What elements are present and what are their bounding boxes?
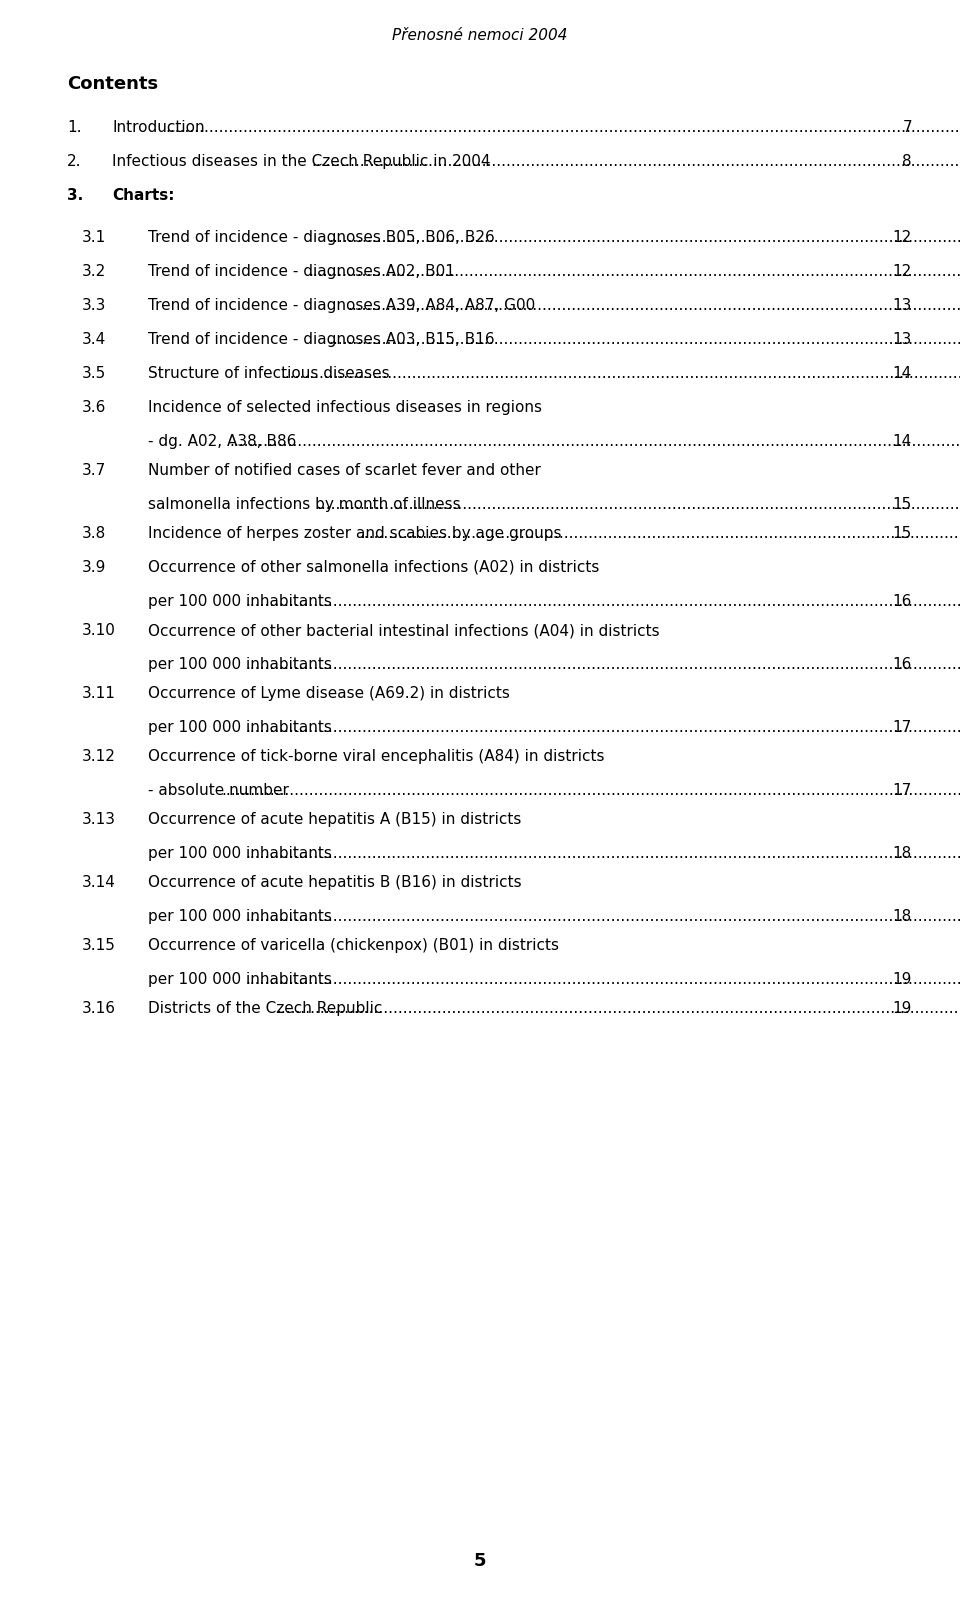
Text: 3.3: 3.3 bbox=[82, 298, 107, 312]
Text: ................................................................................: ........................................… bbox=[308, 264, 960, 279]
Text: 1.: 1. bbox=[67, 121, 82, 135]
Text: Charts:: Charts: bbox=[112, 188, 175, 203]
Text: 3.15: 3.15 bbox=[82, 939, 116, 953]
Text: per 100 000 inhabitants: per 100 000 inhabitants bbox=[148, 910, 332, 924]
Text: 12: 12 bbox=[893, 264, 912, 279]
Text: 3.5: 3.5 bbox=[82, 365, 107, 382]
Text: 2.: 2. bbox=[67, 155, 82, 169]
Text: Contents: Contents bbox=[67, 76, 158, 93]
Text: 3.10: 3.10 bbox=[82, 623, 116, 638]
Text: 3.14: 3.14 bbox=[82, 874, 116, 890]
Text: Trend of incidence - diagnoses A39, A84, A87, G00: Trend of incidence - diagnoses A39, A84,… bbox=[148, 298, 536, 312]
Text: per 100 000 inhabitants: per 100 000 inhabitants bbox=[148, 657, 332, 671]
Text: ................................................................................: ........................................… bbox=[316, 497, 960, 512]
Text: Occurrence of acute hepatitis A (B15) in districts: Occurrence of acute hepatitis A (B15) in… bbox=[148, 811, 521, 828]
Text: 3.7: 3.7 bbox=[82, 464, 107, 478]
Text: Trend of incidence - diagnoses B05, B06, B26: Trend of incidence - diagnoses B05, B06,… bbox=[148, 230, 494, 245]
Text: 15: 15 bbox=[893, 497, 912, 512]
Text: ................................................................................: ........................................… bbox=[348, 298, 960, 312]
Text: ................................................................................: ........................................… bbox=[229, 435, 960, 449]
Text: ................................................................................: ........................................… bbox=[245, 845, 960, 861]
Text: ................................................................................: ........................................… bbox=[245, 657, 960, 671]
Text: Occurrence of varicella (chickenpox) (B01) in districts: Occurrence of varicella (chickenpox) (B0… bbox=[148, 939, 559, 953]
Text: 16: 16 bbox=[893, 594, 912, 609]
Text: 17: 17 bbox=[893, 782, 912, 799]
Text: ................................................................................: ........................................… bbox=[245, 720, 960, 736]
Text: per 100 000 inhabitants: per 100 000 inhabitants bbox=[148, 845, 332, 861]
Text: Occurrence of tick-borne viral encephalitis (A84) in districts: Occurrence of tick-borne viral encephali… bbox=[148, 749, 605, 765]
Text: Přenosné nemoci 2004: Přenosné nemoci 2004 bbox=[393, 27, 567, 43]
Text: 14: 14 bbox=[893, 365, 912, 382]
Text: Occurrence of acute hepatitis B (B16) in districts: Occurrence of acute hepatitis B (B16) in… bbox=[148, 874, 521, 890]
Text: Number of notified cases of scarlet fever and other: Number of notified cases of scarlet feve… bbox=[148, 464, 540, 478]
Text: 19: 19 bbox=[893, 972, 912, 987]
Text: 3.11: 3.11 bbox=[82, 686, 116, 700]
Text: per 100 000 inhabitants: per 100 000 inhabitants bbox=[148, 720, 332, 736]
Text: 3.1: 3.1 bbox=[82, 230, 107, 245]
Text: Incidence of selected infectious diseases in regions: Incidence of selected infectious disease… bbox=[148, 399, 542, 415]
Text: ................................................................................: ........................................… bbox=[312, 155, 960, 169]
Text: 3.4: 3.4 bbox=[82, 332, 107, 348]
Text: ................................................................................: ........................................… bbox=[221, 782, 960, 799]
Text: 8: 8 bbox=[902, 155, 912, 169]
Text: 3.: 3. bbox=[67, 188, 84, 203]
Text: ................................................................................: ........................................… bbox=[328, 230, 960, 245]
Text: 15: 15 bbox=[893, 526, 912, 541]
Text: 16: 16 bbox=[893, 657, 912, 671]
Text: ................................................................................: ........................................… bbox=[245, 910, 960, 924]
Text: 3.16: 3.16 bbox=[82, 1001, 116, 1016]
Text: 19: 19 bbox=[893, 1001, 912, 1016]
Text: 5: 5 bbox=[473, 1552, 487, 1570]
Text: 13: 13 bbox=[893, 298, 912, 312]
Text: ................................................................................: ........................................… bbox=[276, 1001, 960, 1016]
Text: Occurrence of other salmonella infections (A02) in districts: Occurrence of other salmonella infection… bbox=[148, 560, 599, 575]
Text: 14: 14 bbox=[893, 435, 912, 449]
Text: Districts of the Czech Republic: Districts of the Czech Republic bbox=[148, 1001, 382, 1016]
Text: Occurrence of Lyme disease (A69.2) in districts: Occurrence of Lyme disease (A69.2) in di… bbox=[148, 686, 510, 700]
Text: ................................................................................: ........................................… bbox=[360, 526, 960, 541]
Text: ................................................................................: ........................................… bbox=[280, 365, 960, 382]
Text: 3.9: 3.9 bbox=[82, 560, 107, 575]
Text: 12: 12 bbox=[893, 230, 912, 245]
Text: Introduction: Introduction bbox=[112, 121, 204, 135]
Text: 3.12: 3.12 bbox=[82, 749, 116, 765]
Text: 7: 7 bbox=[902, 121, 912, 135]
Text: 3.6: 3.6 bbox=[82, 399, 107, 415]
Text: 18: 18 bbox=[893, 910, 912, 924]
Text: - dg. A02, A38, B86: - dg. A02, A38, B86 bbox=[148, 435, 297, 449]
Text: - absolute number: - absolute number bbox=[148, 782, 289, 799]
Text: per 100 000 inhabitants: per 100 000 inhabitants bbox=[148, 594, 332, 609]
Text: 3.13: 3.13 bbox=[82, 811, 116, 828]
Text: Structure of infectious diseases: Structure of infectious diseases bbox=[148, 365, 390, 382]
Text: ................................................................................: ........................................… bbox=[328, 332, 960, 348]
Text: 3.2: 3.2 bbox=[82, 264, 107, 279]
Text: Trend of incidence - diagnoses A02, B01: Trend of incidence - diagnoses A02, B01 bbox=[148, 264, 455, 279]
Text: ................................................................................: ........................................… bbox=[245, 972, 960, 987]
Text: ................................................................................: ........................................… bbox=[245, 594, 960, 609]
Text: ................................................................................: ........................................… bbox=[165, 121, 960, 135]
Text: Occurrence of other bacterial intestinal infections (A04) in districts: Occurrence of other bacterial intestinal… bbox=[148, 623, 660, 638]
Text: 18: 18 bbox=[893, 845, 912, 861]
Text: salmonella infections by month of illness: salmonella infections by month of illnes… bbox=[148, 497, 461, 512]
Text: Trend of incidence - diagnoses A03, B15, B16: Trend of incidence - diagnoses A03, B15,… bbox=[148, 332, 494, 348]
Text: Incidence of herpes zoster and scabies by age groups: Incidence of herpes zoster and scabies b… bbox=[148, 526, 562, 541]
Text: 3.8: 3.8 bbox=[82, 526, 107, 541]
Text: Infectious diseases in the Czech Republic in 2004: Infectious diseases in the Czech Republi… bbox=[112, 155, 491, 169]
Text: 17: 17 bbox=[893, 720, 912, 736]
Text: 13: 13 bbox=[893, 332, 912, 348]
Text: per 100 000 inhabitants: per 100 000 inhabitants bbox=[148, 972, 332, 987]
